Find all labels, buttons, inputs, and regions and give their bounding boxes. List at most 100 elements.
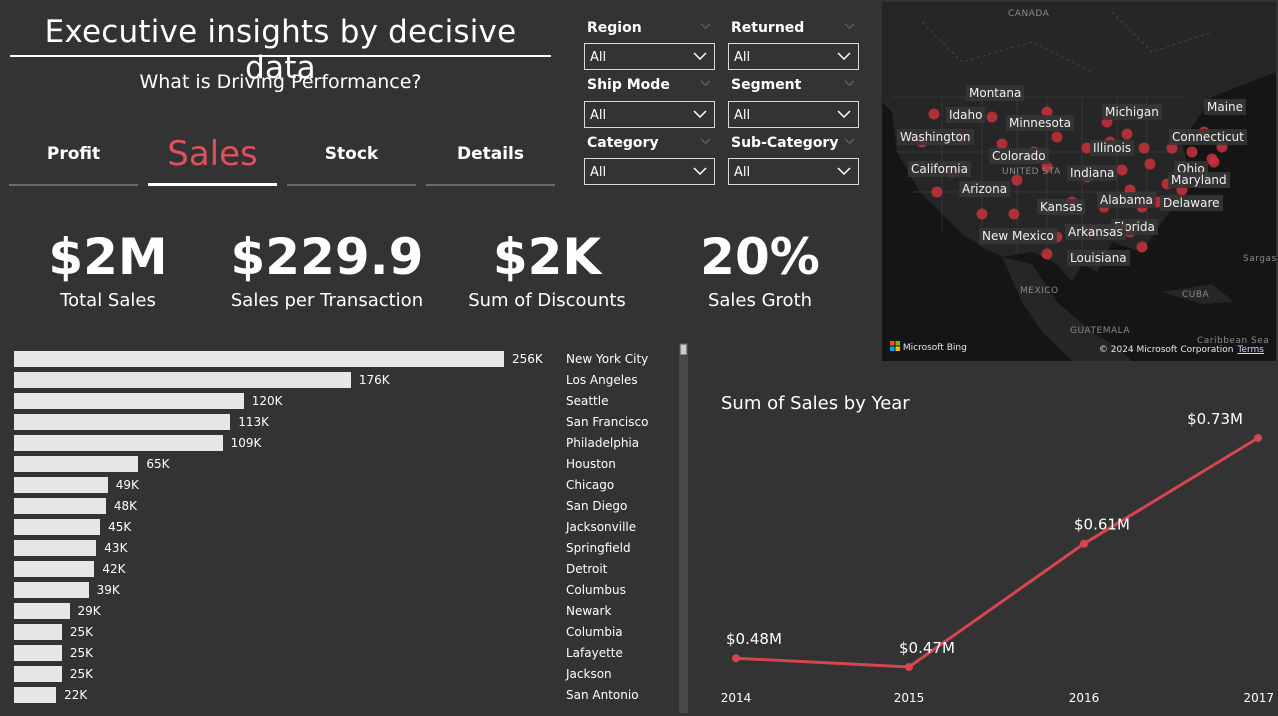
map-state-label: Kansas (1037, 199, 1086, 215)
bar-mark[interactable] (14, 687, 57, 703)
kpi-total-sales: $2M Total Sales (28, 228, 188, 311)
bar-mark[interactable] (14, 519, 101, 535)
chevron-down-icon[interactable] (701, 79, 710, 88)
tab-sales-underline (148, 183, 277, 186)
map-point[interactable] (1008, 208, 1020, 220)
bar-mark[interactable] (14, 603, 70, 619)
tab-sales[interactable]: Sales (148, 128, 277, 186)
map-point[interactable] (1081, 142, 1093, 154)
bar-mark[interactable] (14, 666, 62, 682)
map-point[interactable] (1144, 158, 1156, 170)
map-point[interactable] (1208, 156, 1220, 168)
bar-value-label: 120K (251, 394, 283, 408)
sales-map[interactable]: CANADA UNITED STA MEXICO CUBA GUATEMALA … (882, 2, 1276, 361)
bar-value-label: 42K (102, 562, 126, 576)
kpi-total-sales-value: $2M (48, 228, 168, 286)
map-point[interactable] (1121, 128, 1133, 140)
chevron-down-icon[interactable] (845, 22, 854, 31)
map-point[interactable] (1051, 131, 1063, 143)
bar-value-label: 49K (115, 478, 139, 492)
map-point[interactable] (1166, 142, 1178, 154)
bar-chart-scrollbar-thumb[interactable] (680, 344, 687, 355)
map-state-label: Maine (1204, 99, 1247, 115)
bar-mark[interactable] (14, 393, 244, 409)
category-dropdown[interactable]: All (584, 158, 715, 185)
map-state-label: Colorado (989, 148, 1049, 164)
bar-mark[interactable] (14, 624, 62, 640)
bar-category-label: Jacksonville (566, 520, 637, 534)
map-point[interactable] (986, 111, 998, 123)
map-label-sargasso: Sargass (1243, 254, 1276, 264)
map-point[interactable] (1041, 248, 1053, 260)
bar-mark[interactable] (14, 582, 89, 598)
bar-mark[interactable] (14, 561, 95, 577)
tab-details[interactable]: Details (426, 128, 555, 186)
line-series (735, 436, 1259, 669)
line-point[interactable] (1080, 539, 1088, 548)
chevron-down-icon[interactable] (701, 137, 710, 146)
map-label-guatemala: GUATEMALA (1070, 326, 1131, 336)
bar-category-label: San Francisco (566, 415, 649, 429)
tab-stock[interactable]: Stock (287, 128, 416, 186)
returned-dropdown[interactable]: All (728, 43, 859, 70)
ship-mode-dropdown[interactable]: All (584, 101, 715, 128)
map-point[interactable] (1116, 164, 1128, 176)
bar-mark[interactable] (14, 456, 139, 472)
bar-mark[interactable] (14, 351, 504, 367)
line-chart-title: Sum of Sales by Year (721, 393, 910, 414)
map-point[interactable] (928, 108, 940, 120)
map-point[interactable] (1138, 142, 1150, 154)
sub-category-dropdown[interactable]: All (728, 158, 859, 185)
map-state-label: Alabama (1097, 192, 1156, 208)
map-point[interactable] (976, 208, 988, 220)
bar-value-label: 256K (512, 352, 543, 366)
bar-mark[interactable] (14, 477, 108, 493)
line-data-label: $0.48M (726, 630, 782, 648)
map-point[interactable] (1011, 174, 1023, 186)
chevron-down-icon[interactable] (845, 79, 854, 88)
bar-category-label: Lafayette (566, 646, 623, 660)
map-terms-link[interactable]: Terms (1237, 345, 1264, 355)
tab-profit[interactable]: Profit (9, 128, 138, 186)
map-point[interactable] (1041, 161, 1053, 173)
map-copyright: © 2024 Microsoft Corporation Terms (1099, 345, 1264, 355)
bar-category-label: Columbus (566, 583, 626, 597)
map-state-label: Washington (897, 129, 974, 145)
map-point[interactable] (1041, 106, 1053, 118)
tab-details-label: Details (456, 144, 524, 164)
bar-category-label: Detroit (566, 562, 608, 576)
chevron-down-icon[interactable] (845, 137, 854, 146)
segment-dropdown[interactable]: All (728, 101, 859, 128)
bar-category-label: Los Angeles (566, 373, 638, 387)
bar-mark[interactable] (14, 435, 223, 451)
chevron-down-icon[interactable] (701, 22, 710, 31)
map-brand-text: Microsoft Bing (902, 343, 967, 353)
line-data-label: $0.61M (1074, 516, 1130, 534)
bar-category-label: New York City (566, 352, 649, 366)
bar-mark[interactable] (14, 645, 62, 661)
bar-value-label: 22K (64, 688, 88, 702)
line-point[interactable] (905, 663, 913, 671)
map-point[interactable] (996, 138, 1008, 150)
ship-mode-dropdown-value: All (590, 108, 607, 123)
bar-value-label: 45K (108, 520, 132, 534)
bar-mark[interactable] (14, 540, 97, 556)
map-point[interactable] (931, 186, 943, 198)
tab-stock-label: Stock (324, 144, 379, 164)
chevron-down-icon (693, 167, 707, 176)
map-point[interactable] (1136, 241, 1148, 253)
map-state-label: California (908, 161, 971, 177)
map-point[interactable] (1186, 146, 1198, 158)
region-dropdown[interactable]: All (584, 43, 715, 70)
line-point[interactable] (732, 654, 740, 663)
bar-mark[interactable] (14, 372, 351, 388)
bar-chart-scrollbar[interactable] (679, 343, 688, 713)
bar-mark[interactable] (14, 414, 231, 430)
bar-mark[interactable] (14, 498, 106, 514)
map-state-label: Delaware (1160, 195, 1223, 211)
page-subtitle: What is Driving Performance? (139, 71, 422, 93)
tab-profit-label: Profit (46, 144, 101, 164)
bar-value-label: 43K (104, 541, 128, 555)
bar-value-label: 113K (238, 415, 270, 429)
line-point[interactable] (1254, 434, 1262, 442)
